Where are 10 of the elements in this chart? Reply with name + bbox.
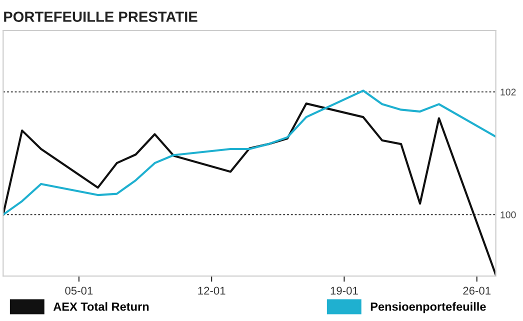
legend-label: Pensioenportefeuille (370, 302, 486, 314)
legend-label: AEX Total Return (53, 302, 149, 311)
x-tick-label: 12-01 (198, 286, 226, 295)
x-tick-label: 19-01 (330, 286, 358, 295)
y-tick-label: 100 (500, 211, 516, 218)
x-tick-label: 05-01 (65, 286, 93, 295)
y-tick-label: 102 (500, 88, 516, 96)
chart-title: PORTEFEUILLE PRESTATIE (4, 12, 198, 22)
line-series (3, 90, 496, 216)
x-tick-label: 26-01 (463, 286, 491, 295)
